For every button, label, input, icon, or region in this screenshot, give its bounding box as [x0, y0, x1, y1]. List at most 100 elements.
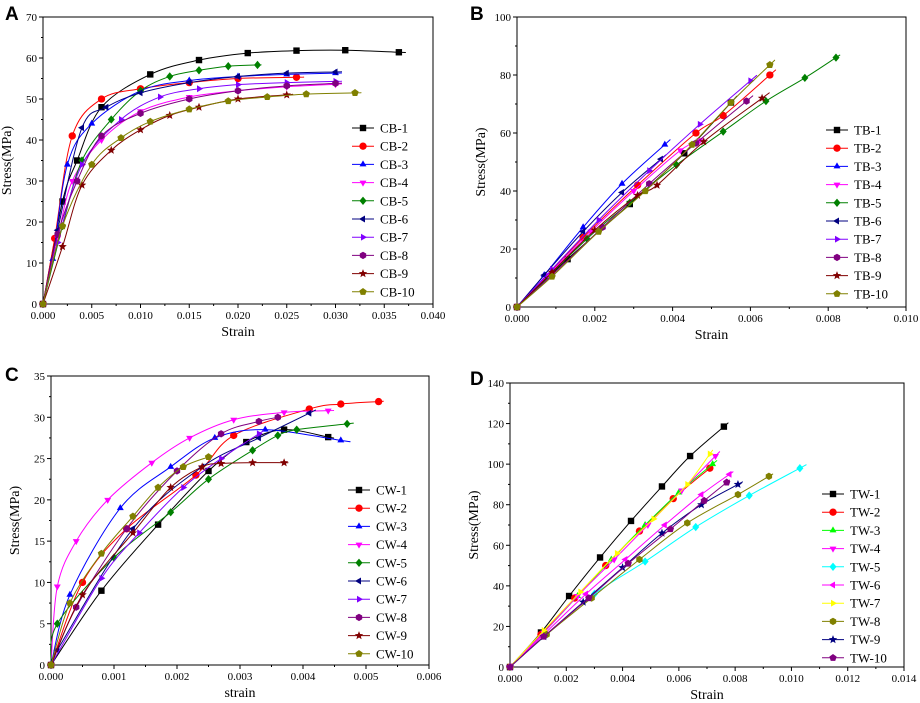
data-point [727, 98, 735, 106]
legend-entry: CB-6 [352, 212, 409, 227]
series-line [509, 451, 721, 668]
legend-entry: CW-2 [348, 501, 407, 516]
legend-entry: TW-3 [822, 523, 880, 538]
series-cw-7 [49, 430, 265, 669]
y-tick-label: 100 [488, 459, 505, 471]
data-point [219, 455, 226, 463]
legend-marker [829, 508, 837, 516]
series-line [50, 429, 335, 666]
legend-entry: TW-6 [822, 578, 881, 593]
legend-entry: CB-2 [352, 139, 408, 154]
legend-marker [833, 126, 841, 134]
data-point [117, 134, 125, 142]
data-point [279, 458, 289, 467]
legend-label: TB-3 [854, 159, 881, 174]
chart-panel-a: 0.000 0.005 0.010 0.015 0.020 0.025 0.030 0.035… [0, 4, 446, 340]
data-point [610, 557, 618, 564]
data-point [574, 594, 582, 600]
data-point [324, 408, 332, 415]
data-point [585, 594, 593, 602]
data-point [137, 529, 144, 537]
y-tick-label: 40 [500, 186, 512, 198]
data-point [332, 79, 339, 88]
legend-marker [829, 562, 837, 571]
data-point [166, 72, 174, 81]
legend-entry: CB-4 [352, 175, 409, 190]
legend-marker [355, 558, 363, 567]
legend-entry: CB-1 [352, 121, 408, 136]
data-point [733, 479, 743, 489]
data-point [743, 97, 750, 105]
data-point [658, 483, 666, 490]
series-cw-9 [46, 458, 289, 669]
series-cw-6 [47, 409, 316, 669]
data-point [734, 490, 742, 499]
series-line [42, 83, 342, 305]
legend-entry: TB-1 [826, 123, 881, 138]
legend: TW-1 TW-2 TW-3 TW-4 TW-5 TW-6 TW-7 TW-8 TW-9 TW-1… [822, 487, 887, 665]
legend-label: TW-4 [850, 541, 881, 556]
legend-marker [828, 635, 838, 644]
data-point [158, 93, 164, 101]
legend-entry: TB-3 [826, 159, 881, 174]
series-cw-8 [47, 413, 281, 669]
legend-marker [829, 546, 837, 553]
legend-marker [359, 180, 367, 187]
data-point [63, 160, 71, 167]
data-point [195, 56, 203, 64]
legend-marker [833, 198, 841, 207]
data-point [547, 267, 557, 276]
data-point [766, 71, 774, 79]
x-tick-label: 0.015 [177, 310, 202, 322]
legend-marker [831, 599, 837, 607]
legend-label: TB-4 [854, 177, 882, 192]
y-tick-label: 20 [500, 244, 512, 256]
data-point [167, 462, 175, 469]
series-line [509, 473, 774, 668]
y-axis-label: Stress(MPa) [8, 486, 23, 556]
y-tick-label: 120 [488, 419, 505, 431]
y-tick-label: 10 [26, 258, 38, 270]
legend: CW-1 CW-2 CW-3 CW-4 CW-5 CW-6 CW-7 CW-8 CW-9 CW-1… [348, 483, 414, 661]
legend-entry: TB-9 [826, 268, 881, 283]
legend-label: CB-8 [380, 248, 408, 263]
legend-marker [833, 217, 839, 225]
data-point [216, 459, 226, 468]
data-point [197, 462, 207, 471]
data-point [282, 69, 289, 77]
legend-label: CB-3 [380, 157, 408, 172]
legend-label: CW-9 [376, 628, 407, 643]
data-point [686, 452, 694, 460]
data-point [630, 189, 638, 195]
y-tick-label: 40 [493, 581, 505, 593]
legend-marker [355, 613, 363, 622]
legend-label: TB-1 [854, 123, 881, 138]
data-point [305, 409, 312, 417]
data-point [587, 229, 595, 236]
y-tick-label: 60 [493, 540, 505, 552]
data-point [66, 590, 74, 597]
x-tick-label: 0.005 [354, 671, 379, 683]
data-point [796, 464, 804, 473]
legend-label: CW-8 [376, 610, 407, 625]
series-line [42, 49, 406, 305]
legend-marker [829, 617, 837, 626]
data-point [678, 488, 686, 495]
legend-label: CB-2 [380, 139, 408, 154]
data-point [624, 559, 632, 567]
data-point [757, 93, 767, 102]
legend-label: CB-7 [380, 230, 409, 245]
series-line [42, 71, 342, 305]
x-tick-label: 0.004 [610, 673, 635, 685]
data-point [217, 430, 225, 438]
data-point [506, 663, 514, 671]
data-point [186, 95, 193, 103]
x-tick-label: 0.006 [417, 671, 442, 683]
data-point [47, 661, 55, 669]
data-point [579, 223, 587, 230]
data-point [697, 120, 704, 128]
data-point [179, 462, 187, 470]
data-point [614, 549, 621, 557]
x-tick-label: 0.035 [372, 310, 397, 322]
legend-label: TB-5 [854, 195, 881, 210]
